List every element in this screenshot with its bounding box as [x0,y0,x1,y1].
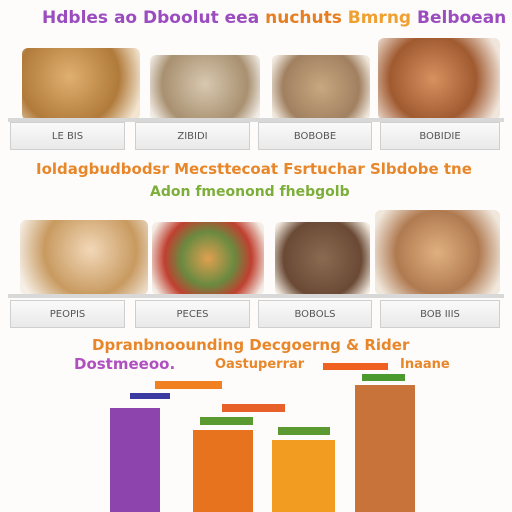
food-photo [152,222,264,295]
marker [155,381,222,389]
marker [222,404,285,412]
food-photo [20,220,148,295]
bottom-heading: Oastuperrar [215,357,305,372]
marker [278,427,330,435]
cat-photo [375,210,500,295]
bar [193,430,253,512]
bar [355,385,415,512]
label: BOBOBE [258,122,372,150]
title-part: Belboean [417,8,507,28]
label: PEOPIS [10,300,125,328]
bottom-heading: Dpranbnoounding Decgoerng & Rider [92,336,410,354]
label: BOB IIIS [380,300,500,328]
label: LE BIS [10,122,125,150]
label: PECES [135,300,250,328]
shelf [8,294,504,298]
food-photo [275,222,370,295]
subheading: Ioldagbudbodsr Mecsttecoat Fsrtuchar Slb… [36,160,472,178]
marker [130,393,170,399]
label: BOBOLS [258,300,372,328]
food-photo [272,55,370,120]
food-photo [22,48,140,120]
title-part: Hdbles ao Dboolut eea [42,8,260,28]
bottom-heading: Dostmeeoo. [74,355,176,373]
label: BOBIDIE [380,122,500,150]
title-part: nuchuts [265,8,342,28]
shelf [8,118,504,122]
title-part: Bmrng [347,8,412,28]
marker [362,374,405,381]
bar [272,440,335,512]
title: Hdbles ao Dboolut eea nuchuts Bmrng Belb… [42,8,506,28]
label: ZIBIDI [135,122,250,150]
cat-photo [378,38,500,120]
bottom-heading: Inaane [400,357,450,372]
food-photo [150,55,260,120]
subheading: Adon fmeonond fhebgolb [150,184,350,200]
marker [323,363,388,370]
marker [200,417,253,425]
bar [110,408,160,512]
